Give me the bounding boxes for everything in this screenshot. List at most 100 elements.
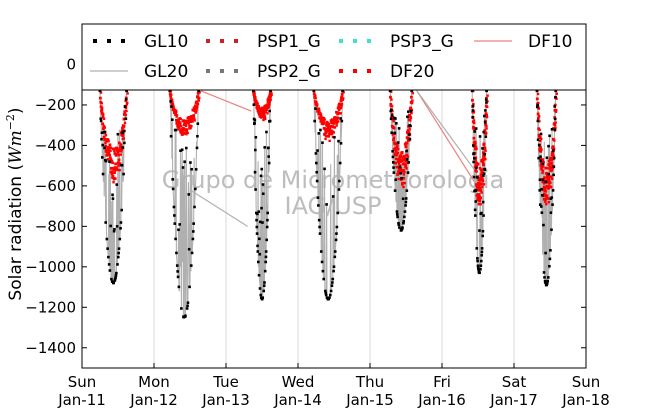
- point-gl10: [393, 189, 397, 192]
- connector-line: [200, 90, 252, 112]
- point-gl10: [252, 90, 255, 93]
- point-gl10: [177, 285, 181, 289]
- point-gl10: [189, 264, 193, 267]
- point-gl10: [400, 176, 403, 180]
- point-gl10: [482, 174, 485, 177]
- point-df20: [335, 124, 338, 127]
- point-gl10: [476, 266, 480, 269]
- point-gl10: [553, 128, 557, 132]
- point-gl10: [117, 247, 121, 250]
- point-gl10: [107, 255, 110, 259]
- point-df20: [268, 102, 271, 106]
- point-df20: [484, 149, 487, 152]
- point-df20: [406, 139, 410, 142]
- point-gl10: [256, 260, 260, 264]
- point-gl10: [390, 108, 393, 112]
- point-df20: [124, 113, 127, 117]
- point-gl10: [546, 279, 550, 283]
- point-gl10: [398, 226, 401, 229]
- point-gl10: [181, 166, 185, 169]
- point-gl10: [408, 137, 412, 141]
- point-df20: [397, 162, 401, 166]
- point-df20: [399, 167, 403, 170]
- point-gl10: [535, 90, 539, 93]
- point-gl10: [104, 159, 108, 163]
- point-gl10: [540, 211, 544, 214]
- point-df20: [480, 170, 484, 174]
- point-gl10: [397, 127, 401, 130]
- point-df20: [551, 177, 554, 180]
- point-df20: [540, 137, 543, 141]
- point-gl10: [174, 128, 178, 132]
- point-df20: [394, 161, 398, 165]
- point-df20: [478, 166, 482, 170]
- point-df20: [553, 116, 557, 119]
- point-df20: [393, 141, 396, 145]
- point-df20: [330, 118, 334, 122]
- point-gl10: [480, 253, 484, 257]
- point-gl10: [554, 95, 557, 99]
- x-tick-label-day: Mon: [138, 373, 170, 391]
- point-df20: [338, 107, 342, 110]
- point-df20: [481, 151, 485, 155]
- point-gl10: [316, 149, 319, 152]
- point-gl10: [536, 138, 540, 142]
- point-df20: [101, 122, 105, 126]
- point-df20: [268, 99, 272, 103]
- point-gl10: [482, 214, 485, 217]
- point-gl10: [107, 263, 111, 266]
- point-gl10: [252, 103, 256, 106]
- point-df20: [118, 141, 121, 145]
- point-gl10: [551, 189, 555, 192]
- point-df20: [540, 148, 543, 151]
- point-df20: [113, 149, 116, 153]
- point-gl10: [120, 208, 123, 212]
- point-gl10: [253, 118, 257, 122]
- point-gl10: [265, 130, 268, 134]
- point-df20: [392, 138, 395, 142]
- point-gl10: [259, 293, 263, 297]
- legend-marker-psp2_g: [234, 69, 238, 73]
- point-df20: [315, 104, 319, 107]
- point-gl10: [550, 228, 553, 232]
- point-df20: [547, 163, 551, 167]
- point-df20: [546, 184, 550, 188]
- point-gl10: [552, 156, 556, 160]
- point-gl10: [121, 131, 124, 135]
- point-df20: [480, 191, 483, 194]
- point-df20: [392, 120, 395, 123]
- point-gl10: [549, 249, 552, 252]
- point-gl10: [332, 265, 336, 268]
- point-df20: [486, 105, 489, 109]
- point-df20: [548, 176, 551, 180]
- point-df20: [402, 176, 406, 180]
- data-layer: [98, 90, 558, 319]
- point-df20: [482, 183, 486, 186]
- point-df20: [193, 117, 196, 120]
- point-df20: [337, 108, 341, 112]
- point-df20: [484, 123, 488, 126]
- point-df20: [396, 151, 400, 155]
- point-df20: [471, 98, 474, 102]
- point-df20: [118, 149, 122, 153]
- point-df20: [336, 106, 340, 110]
- point-gl10: [405, 149, 408, 153]
- point-df20: [180, 130, 184, 134]
- point-df20: [404, 165, 407, 169]
- point-gl10: [184, 314, 187, 318]
- point-gl10: [477, 267, 480, 271]
- point-gl10: [257, 273, 261, 277]
- point-gl10: [330, 284, 334, 287]
- point-df20: [402, 159, 406, 162]
- point-gl10: [196, 122, 200, 125]
- point-gl10: [548, 264, 551, 268]
- point-df20: [106, 158, 110, 161]
- point-df20: [335, 121, 339, 125]
- point-gl10: [259, 174, 263, 178]
- point-gl10: [124, 117, 128, 120]
- point-gl10: [406, 115, 409, 119]
- point-df20: [342, 97, 345, 100]
- point-gl10: [483, 152, 487, 156]
- point-df20: [196, 102, 200, 106]
- point-df20: [543, 198, 547, 202]
